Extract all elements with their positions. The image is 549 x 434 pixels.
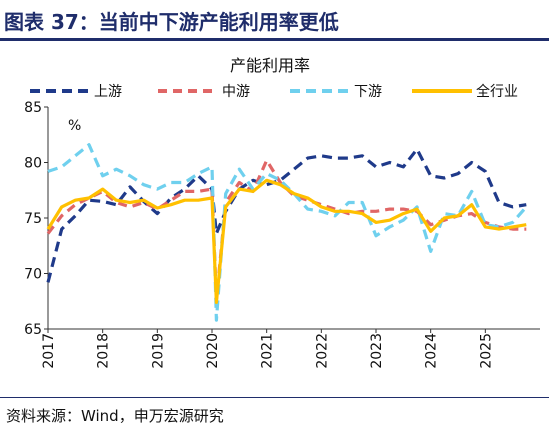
series-layer [46,143,528,322]
axes: 65 70 75 80 85 2017 2018 2019 2020 2021 2022 2023 20… [24,100,540,369]
x-tick-label: 2022 [314,333,330,369]
series-line-上游 [46,147,527,283]
x-tick-label: 2019 [150,333,166,369]
series-line-下游 [47,143,528,322]
title-underline [0,38,549,41]
chart-title: 产能利用率 [230,56,310,75]
unit-label: % [68,118,81,134]
line-chart: 产能利用率 % 上游 中游 下游 全行业 65 70 75 80 85 2017 2018 2019… [24,56,540,369]
legend-label: 中游 [222,84,250,100]
x-tick-label: 2025 [478,333,494,369]
x-tick-label: 2023 [369,333,385,369]
series-line-中游 [46,158,527,302]
y-tick-label: 85 [24,100,42,116]
x-tick-label: 2017 [41,333,57,369]
y-tick-label: 80 [24,156,42,172]
legend-label: 全行业 [476,83,518,100]
x-tick-label: 2018 [96,333,112,369]
series-line-全行业 [46,178,527,304]
legend: 上游 中游 下游 全行业 [30,83,518,100]
x-tick-label: 2020 [205,333,221,369]
x-tick-label: 2024 [424,333,440,369]
legend-label: 下游 [354,84,382,100]
x-tick-label: 2021 [260,333,276,369]
y-tick-label: 75 [24,211,42,227]
figure-title: 图表 37：当前中下游产能利用率更低 [4,10,339,34]
legend-label: 上游 [94,84,122,100]
y-tick-label: 65 [24,322,42,338]
source-note: 资料来源：Wind，申万宏源研究 [6,407,224,425]
y-tick-label: 70 [24,267,42,283]
footer-rule [0,397,549,398]
